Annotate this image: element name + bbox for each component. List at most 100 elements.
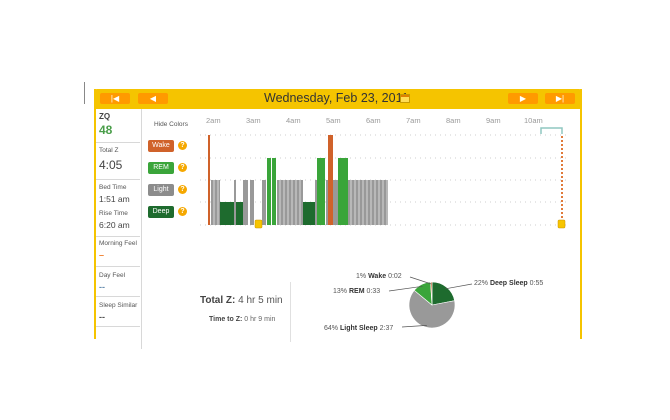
tick-label: 2am xyxy=(206,116,221,125)
next-night-button[interactable]: ▶ xyxy=(508,93,538,104)
help-icon[interactable]: ? xyxy=(178,141,187,150)
sleep-similar-label: Sleep Similar xyxy=(99,302,138,309)
summary-time-to-z: Time to Z: 0 hr 9 min xyxy=(209,316,275,323)
hypnogram-bar xyxy=(333,180,338,225)
hypnogram-bar xyxy=(331,135,333,225)
total-z-label: Total Z xyxy=(99,147,119,154)
day-feel-value: -- xyxy=(99,282,105,292)
rise-time-value: 6:20 am xyxy=(99,220,130,230)
hypnogram-bar xyxy=(267,158,271,225)
summary-total-z-label: Total Z: xyxy=(200,295,236,306)
hypnogram-bar xyxy=(243,180,248,225)
hypnogram-bar xyxy=(211,180,220,225)
pie-pct: 13 xyxy=(333,288,341,295)
hypnogram-bar xyxy=(338,158,348,225)
panel-border-left xyxy=(94,89,96,339)
hypnogram-bar xyxy=(277,180,303,225)
hypnogram-bar xyxy=(262,180,266,225)
calendar-icon[interactable] xyxy=(400,94,410,103)
help-icon[interactable]: ? xyxy=(178,207,187,216)
pie-pct: 1 xyxy=(356,273,360,280)
pie-duration: 0:55 xyxy=(529,280,544,287)
date-navigation-bar: |◀ ◀ Wednesday, Feb 23, 2011 ▶ ▶| xyxy=(94,89,582,109)
wake-marker-icon xyxy=(557,219,566,229)
tick-label: 6am xyxy=(366,116,381,125)
help-icon[interactable]: ? xyxy=(178,163,187,172)
hypnogram-bar xyxy=(250,180,254,225)
day-feel-cell[interactable]: Day Feel -- xyxy=(96,266,140,297)
pie-leader-line xyxy=(409,276,432,285)
sleep-similar-cell[interactable]: Sleep Similar -- xyxy=(96,296,140,327)
hypnogram-bar xyxy=(272,158,276,225)
pie-category: REM xyxy=(348,288,365,295)
pie-label-deep: 22% Deep Sleep 0:55 xyxy=(474,280,544,287)
pie-pct: 22 xyxy=(474,280,482,287)
pie-label-rem: 13% REM 0:33 xyxy=(333,288,381,295)
tick-label: 8am xyxy=(446,116,461,125)
rise-time-label: Rise Time xyxy=(99,210,128,217)
bed-rise-cell: Bed Time 1:51 am Rise Time 6:20 am xyxy=(96,179,140,237)
hypnogram-bar xyxy=(328,135,331,225)
bed-time-label: Bed Time xyxy=(99,184,127,191)
day-feel-label: Day Feel xyxy=(99,272,126,279)
sleep-similar-value: -- xyxy=(99,312,105,322)
summary-divider xyxy=(290,282,291,342)
pie-leader-line xyxy=(445,283,473,290)
tick-label: 10am xyxy=(524,116,543,125)
pie-duration: 0:33 xyxy=(366,288,381,295)
morning-feel-cell[interactable]: Morning Feel – xyxy=(96,236,140,267)
legend-rem-button[interactable]: REM xyxy=(148,162,174,174)
total-z-value: 4:05 xyxy=(99,158,123,172)
hypnogram-bar xyxy=(317,158,325,225)
legend-wake-button[interactable]: Wake xyxy=(148,140,174,152)
sleep-stats-sidebar: ZQ 48 Total Z 4:05 Bed Time 1:51 am Rise… xyxy=(96,109,142,349)
alarm-window-bracket xyxy=(540,127,563,134)
legend-light-button[interactable]: Light xyxy=(148,184,174,196)
morning-feel-label: Morning Feel xyxy=(99,240,137,247)
bed-time-value: 1:51 am xyxy=(99,194,130,204)
last-night-button[interactable]: ▶| xyxy=(545,93,575,104)
total-z-cell: Total Z 4:05 xyxy=(96,142,140,180)
pie-label-light: 64% Light Sleep 2:37 xyxy=(324,325,394,332)
summary-time-to-z-label: Time to Z: xyxy=(209,316,243,323)
pie-duration: 0:02 xyxy=(388,273,402,280)
hypnogram-bar xyxy=(303,202,315,225)
pie-category: Deep Sleep xyxy=(489,280,528,287)
date-title: Wednesday, Feb 23, 2011 xyxy=(264,91,409,105)
pie-pct: 64 xyxy=(324,325,332,332)
tick-label: 7am xyxy=(406,116,421,125)
pie-leader-line xyxy=(388,285,423,292)
pie-slice-light-sleep xyxy=(408,289,456,329)
previous-night-button[interactable]: ◀ xyxy=(138,93,168,104)
pie-category: Light Sleep xyxy=(339,325,378,332)
tick-label: 3am xyxy=(246,116,261,125)
hypnogram-bar xyxy=(348,180,388,225)
pie-leader-line xyxy=(401,324,427,328)
summary-total-z-value: 4 hr 5 min xyxy=(238,295,283,306)
tick-label: 5am xyxy=(326,116,341,125)
page-divider-line xyxy=(84,82,85,104)
pie-category: Wake xyxy=(368,273,387,280)
help-icon[interactable]: ? xyxy=(178,185,187,194)
hypnogram-bar xyxy=(236,202,243,225)
panel-border-right xyxy=(580,89,582,339)
hypnogram-bar xyxy=(326,180,328,225)
zq-cell: ZQ 48 xyxy=(96,109,140,143)
hide-colors-link[interactable]: Hide Colors xyxy=(154,121,188,128)
tick-label: 4am xyxy=(286,116,301,125)
hypnogram-bar xyxy=(220,202,234,225)
zq-label: ZQ xyxy=(99,112,111,121)
hypnogram-bars xyxy=(208,135,388,225)
legend-deep-button[interactable]: Deep xyxy=(148,206,174,218)
sleep-onset-marker-icon xyxy=(254,219,263,229)
summary-time-to-z-value: 0 hr 9 min xyxy=(244,316,276,323)
first-night-button[interactable]: |◀ xyxy=(100,93,130,104)
pie-duration: 2:37 xyxy=(379,325,394,332)
pie-label-wake: 1% Wake 0:02 xyxy=(356,273,402,280)
pie-slice-wake xyxy=(430,281,433,306)
hypnogram-bar xyxy=(315,180,317,225)
zq-value: 48 xyxy=(99,123,113,137)
summary-total-z: Total Z: 4 hr 5 min xyxy=(200,295,283,306)
